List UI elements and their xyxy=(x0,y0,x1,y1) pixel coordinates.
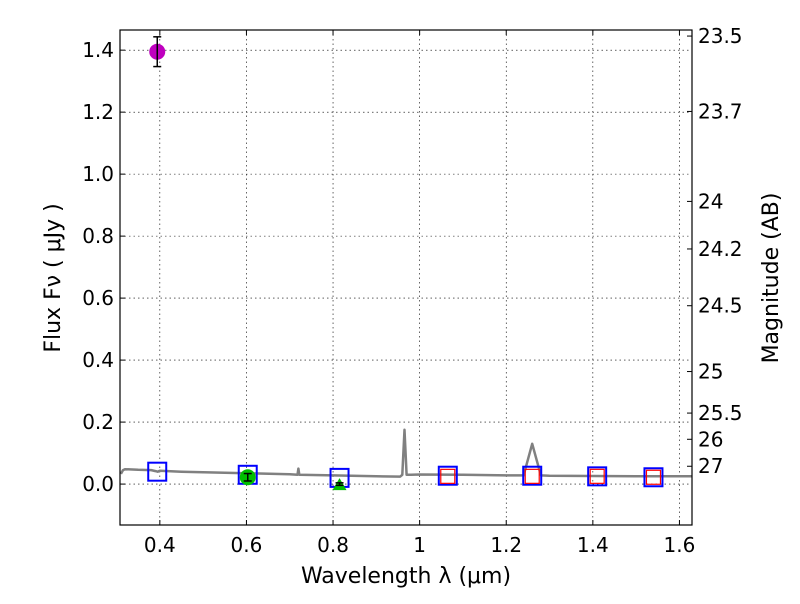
model-flux-square xyxy=(522,465,543,486)
observed-flux-square xyxy=(645,469,662,485)
mag-tick-label: 25.5 xyxy=(698,401,743,425)
y-tick-label: 1.2 xyxy=(82,100,114,124)
model-flux-square xyxy=(147,461,168,482)
x-tick-label: 0.4 xyxy=(144,533,176,557)
x-tick-label: 0.6 xyxy=(231,533,263,557)
mag-tick-label: 23.5 xyxy=(698,24,743,48)
mag-tick-label: 26 xyxy=(698,427,723,451)
observed-flux-square xyxy=(524,468,540,484)
grid xyxy=(120,30,692,525)
plot-marks xyxy=(119,36,693,491)
x-axis-label: Wavelength λ (μm) xyxy=(301,564,511,589)
mag-tick-label: 24.5 xyxy=(698,294,743,318)
mag-tick-label: 27 xyxy=(698,454,723,478)
x-axis: 0.4 0.6 0.8 1 1.2 1.4 1.6 xyxy=(144,30,695,557)
model-flux-square xyxy=(587,466,608,487)
y-tick-label: 0.6 xyxy=(82,286,114,310)
x-tick-label: 1.2 xyxy=(490,533,522,557)
x-tick-label: 1 xyxy=(413,533,426,557)
y-axis-right: 23.5 23.7 24 24.2 24.5 25 25.526 27 xyxy=(687,24,743,478)
model-flux-square xyxy=(437,465,458,486)
mag-tick-label: 23.7 xyxy=(698,99,743,123)
mag-tick-label: 24 xyxy=(698,189,723,213)
mag-tick-label: 24.2 xyxy=(698,237,743,261)
y-tick-label: 0.8 xyxy=(82,224,114,248)
plot-frame xyxy=(119,29,693,526)
y-tick-label: 1.0 xyxy=(82,162,114,186)
y-axis-right-label: Magnitude (AB) xyxy=(759,193,784,364)
observed-flux-square xyxy=(589,468,605,484)
y-tick-label: 0.2 xyxy=(82,410,114,434)
observed-flux-square xyxy=(440,468,456,484)
y-axis-label: Flux Fν ( μJy ) xyxy=(41,203,66,352)
model-flux-square xyxy=(643,467,664,488)
y-tick-label: 0.4 xyxy=(82,348,114,372)
x-tick-label: 1.4 xyxy=(577,533,609,557)
spectrum-line xyxy=(119,428,693,478)
y-tick-label: 1.4 xyxy=(82,38,114,62)
x-tick-label: 0.8 xyxy=(317,533,349,557)
x-tick-label: 1.6 xyxy=(664,533,696,557)
y-axis-left: 0.0 0.2 0.4 0.6 0.8 1.0 1.2 1.4 xyxy=(82,38,125,496)
y-tick-label: 0.0 xyxy=(82,472,114,496)
mag-tick-label: 25 xyxy=(698,360,723,384)
